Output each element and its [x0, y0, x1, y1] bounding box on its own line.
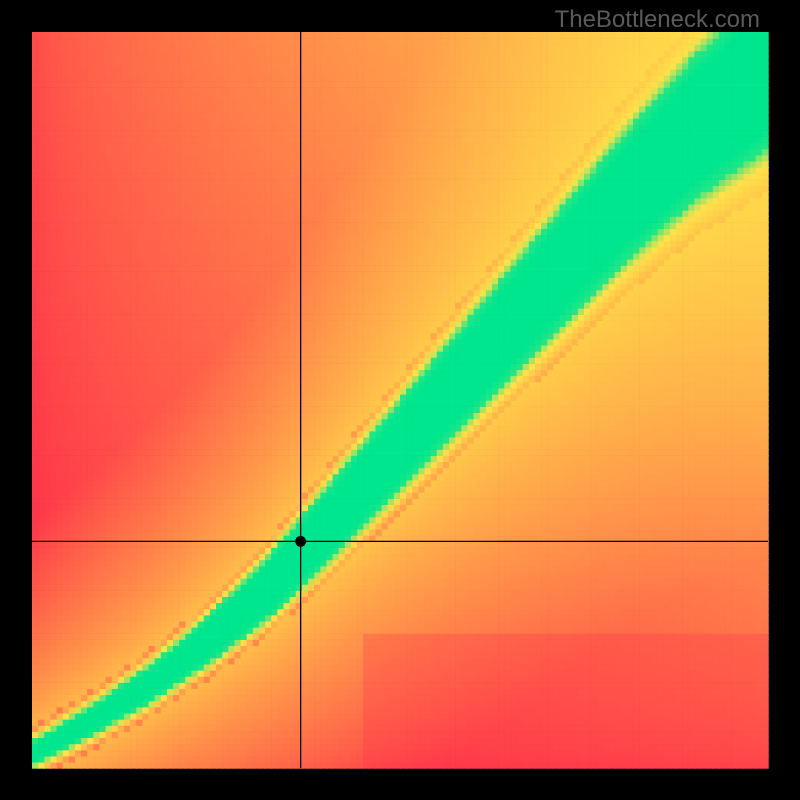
- watermark-text: TheBottleneck.com: [555, 6, 760, 34]
